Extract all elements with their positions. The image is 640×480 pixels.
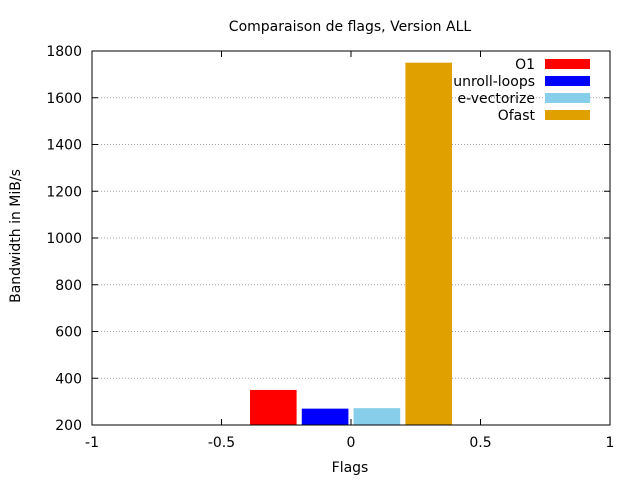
legend-swatch [545, 76, 590, 86]
x-axis-label: Flags [332, 460, 369, 476]
legend-swatch [545, 110, 590, 120]
bar-group [249, 62, 453, 425]
y-tick-label: 1400 [46, 138, 82, 154]
legend-swatch [545, 93, 590, 103]
bar-o1 [249, 389, 297, 425]
legend-label: e-vectorize [457, 91, 535, 107]
x-tick-label: -1 [85, 435, 99, 451]
y-tick-label: 1000 [46, 231, 82, 247]
bar-ofast [405, 62, 453, 425]
axis-ticks: 200 400 600 800 1000 1200 1400 1600 1800 -1 -0.5 0 0… [46, 44, 614, 451]
y-axis-label: Bandwidth in MiB/s [8, 169, 24, 303]
x-tick-label: -0.5 [208, 435, 235, 451]
legend-label: Ofast [498, 108, 536, 124]
x-tick-label: 1 [606, 435, 615, 451]
bar-unroll-loops [301, 408, 349, 425]
y-tick-label: 400 [55, 371, 82, 387]
y-tick-label: 1600 [46, 91, 82, 107]
legend-label: unroll-loops [453, 74, 535, 90]
x-tick-label: 0.5 [469, 435, 491, 451]
y-tick-label: 1200 [46, 184, 82, 200]
y-tick-label: 200 [55, 418, 82, 434]
chart-title: Comparaison de flags, Version ALL [229, 19, 472, 35]
x-tick-label: 0 [347, 435, 356, 451]
legend-swatch [545, 59, 590, 69]
legend-label: O1 [515, 57, 535, 73]
y-tick-label: 600 [55, 325, 82, 341]
y-tick-label: 800 [55, 278, 82, 294]
grid-lines [92, 97, 610, 379]
bar-e-vectorize [353, 408, 401, 425]
y-tick-label: 1800 [46, 44, 82, 60]
